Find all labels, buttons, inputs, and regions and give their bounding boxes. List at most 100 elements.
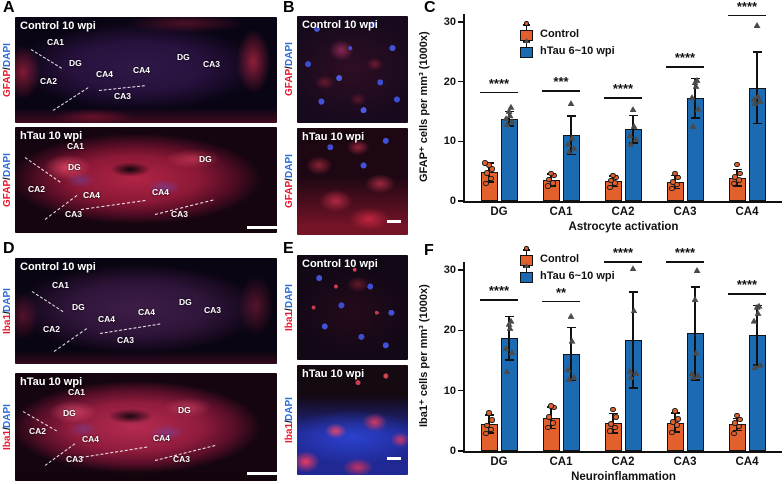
legend-marker-icon xyxy=(520,263,533,283)
legend-point-triangle xyxy=(523,263,530,268)
region-label: CA2 xyxy=(29,426,47,436)
error-bar-line xyxy=(632,115,634,144)
data-point-triangle xyxy=(754,309,762,316)
error-bar-cap xyxy=(670,187,680,190)
error-bar-cap xyxy=(732,429,742,432)
category-label: CA3 xyxy=(673,206,697,218)
micro-image-A-bottom: hTau 10 wpi CA1 DG CA2 CA4 CA4 DG CA3 CA3 xyxy=(15,127,277,233)
stain-side-label: GFAP / DAPI xyxy=(283,16,296,123)
error-bar-line xyxy=(570,116,572,155)
region-label: CA4 xyxy=(82,434,100,444)
y-tick-label: 30 xyxy=(443,16,456,28)
y-tick-label: 10 xyxy=(443,384,456,397)
error-bar-line xyxy=(508,316,510,360)
data-point-triangle xyxy=(503,368,511,375)
error-bar-cap xyxy=(732,417,742,420)
image-title: hTau 10 wpi xyxy=(302,368,365,380)
category-label: CA4 xyxy=(735,456,759,468)
image-title: hTau 10 wpi xyxy=(20,130,83,142)
category-label: CA1 xyxy=(549,456,573,468)
region-boundary-line xyxy=(99,323,161,334)
region-label: CA2 xyxy=(28,184,46,194)
micro-image-E-bottom: hTau 10 wpi xyxy=(297,365,408,475)
data-point-circle xyxy=(612,180,618,186)
data-point-triangle xyxy=(629,106,637,113)
data-point-circle xyxy=(732,420,738,426)
legend-whisker xyxy=(525,266,528,273)
stain-side-label: Iba1 / DAPI xyxy=(1,373,14,481)
data-point-triangle xyxy=(506,112,514,119)
region-label: CA4 xyxy=(98,314,116,324)
y-tick xyxy=(458,329,464,332)
stain-name: Iba1 xyxy=(2,314,13,335)
data-point-triangle xyxy=(502,344,510,351)
data-point-triangle xyxy=(632,135,640,142)
region-boundary-line xyxy=(24,157,61,183)
y-tick-label: 30 xyxy=(443,264,456,276)
x-axis-title: Neuroinflammation xyxy=(571,471,676,483)
micro-image-A-top: Control 10 wpi CA1 DG CA2 CA4 CA4 DG CA3 CA3 xyxy=(15,17,277,123)
data-point-circle xyxy=(546,176,552,183)
category-label: CA1 xyxy=(549,206,573,218)
region-label: CA3 xyxy=(204,305,222,315)
stain-side-label: GFAP / DAPI xyxy=(1,17,14,123)
error-bar-line xyxy=(756,305,758,365)
legend-whisker xyxy=(525,24,528,31)
micro-image-D-bottom: hTau 10 wpi CA1 DG CA2 CA4 CA4 DG CA3 CA3 xyxy=(15,373,277,481)
scale-bar xyxy=(387,457,401,460)
data-point-circle xyxy=(483,430,489,437)
region-label: DG xyxy=(179,297,192,307)
data-point-circle xyxy=(488,426,494,433)
stain-separator: / xyxy=(284,308,295,311)
region-label: CA3 xyxy=(173,454,191,464)
significance-stars: **** xyxy=(612,244,634,260)
data-point-circle xyxy=(546,414,552,420)
region-label: CA4 xyxy=(153,433,171,443)
y-tick xyxy=(458,450,464,452)
counterstain-name: DAPI xyxy=(284,284,295,309)
data-point-circle xyxy=(550,420,556,426)
data-point-triangle xyxy=(754,92,762,99)
data-point-circle xyxy=(484,422,490,429)
data-point-circle xyxy=(736,177,742,183)
category-label: DG xyxy=(490,206,508,218)
error-bar-cap xyxy=(546,427,556,430)
data-point-triangle xyxy=(567,312,575,319)
data-point-circle xyxy=(675,174,681,181)
data-point-circle xyxy=(670,419,676,425)
data-point-triangle xyxy=(693,267,701,273)
legend-label: hTau 6~10 wpi xyxy=(540,270,615,282)
error-bar-cap xyxy=(608,412,618,415)
data-point-triangle xyxy=(626,367,634,374)
image-title: Control 10 wpi xyxy=(302,19,378,31)
region-label: CA3 xyxy=(171,209,189,219)
data-point-triangle xyxy=(751,364,759,371)
error-bar-cap xyxy=(732,185,742,187)
legend-whisker xyxy=(525,41,528,48)
image-title: Control 10 wpi xyxy=(20,261,96,273)
error-bar-cap xyxy=(690,286,700,288)
data-point-triangle xyxy=(753,21,761,28)
counterstain-name: DAPI xyxy=(2,287,13,312)
significance-line xyxy=(666,260,704,263)
stain-name: GFAP xyxy=(2,69,13,97)
stain-separator: / xyxy=(2,311,13,315)
significance-line xyxy=(480,298,518,301)
data-point-circle xyxy=(482,160,488,166)
data-point-triangle xyxy=(565,376,573,383)
stain-separator: / xyxy=(284,420,295,424)
significance-line xyxy=(604,260,642,263)
panel-C-chart: 0 10 20 30 GFAP⁺ cells per mm³ (1000x) **** DG… xyxy=(412,0,784,243)
legend-point-circle xyxy=(524,21,529,26)
data-point-triangle xyxy=(751,100,759,107)
significance-stars: **** xyxy=(488,75,510,91)
data-point-circle xyxy=(736,423,742,429)
x-axis-line xyxy=(463,201,782,203)
error-bar-cap xyxy=(504,315,514,318)
error-bar-cap xyxy=(690,117,700,119)
error-bar-cap xyxy=(752,122,762,125)
region-label: CA4 xyxy=(96,69,114,79)
data-point-triangle xyxy=(694,371,702,378)
x-axis-title: Astrocyte activation xyxy=(568,221,679,233)
panel-letter-C: C xyxy=(424,0,436,16)
